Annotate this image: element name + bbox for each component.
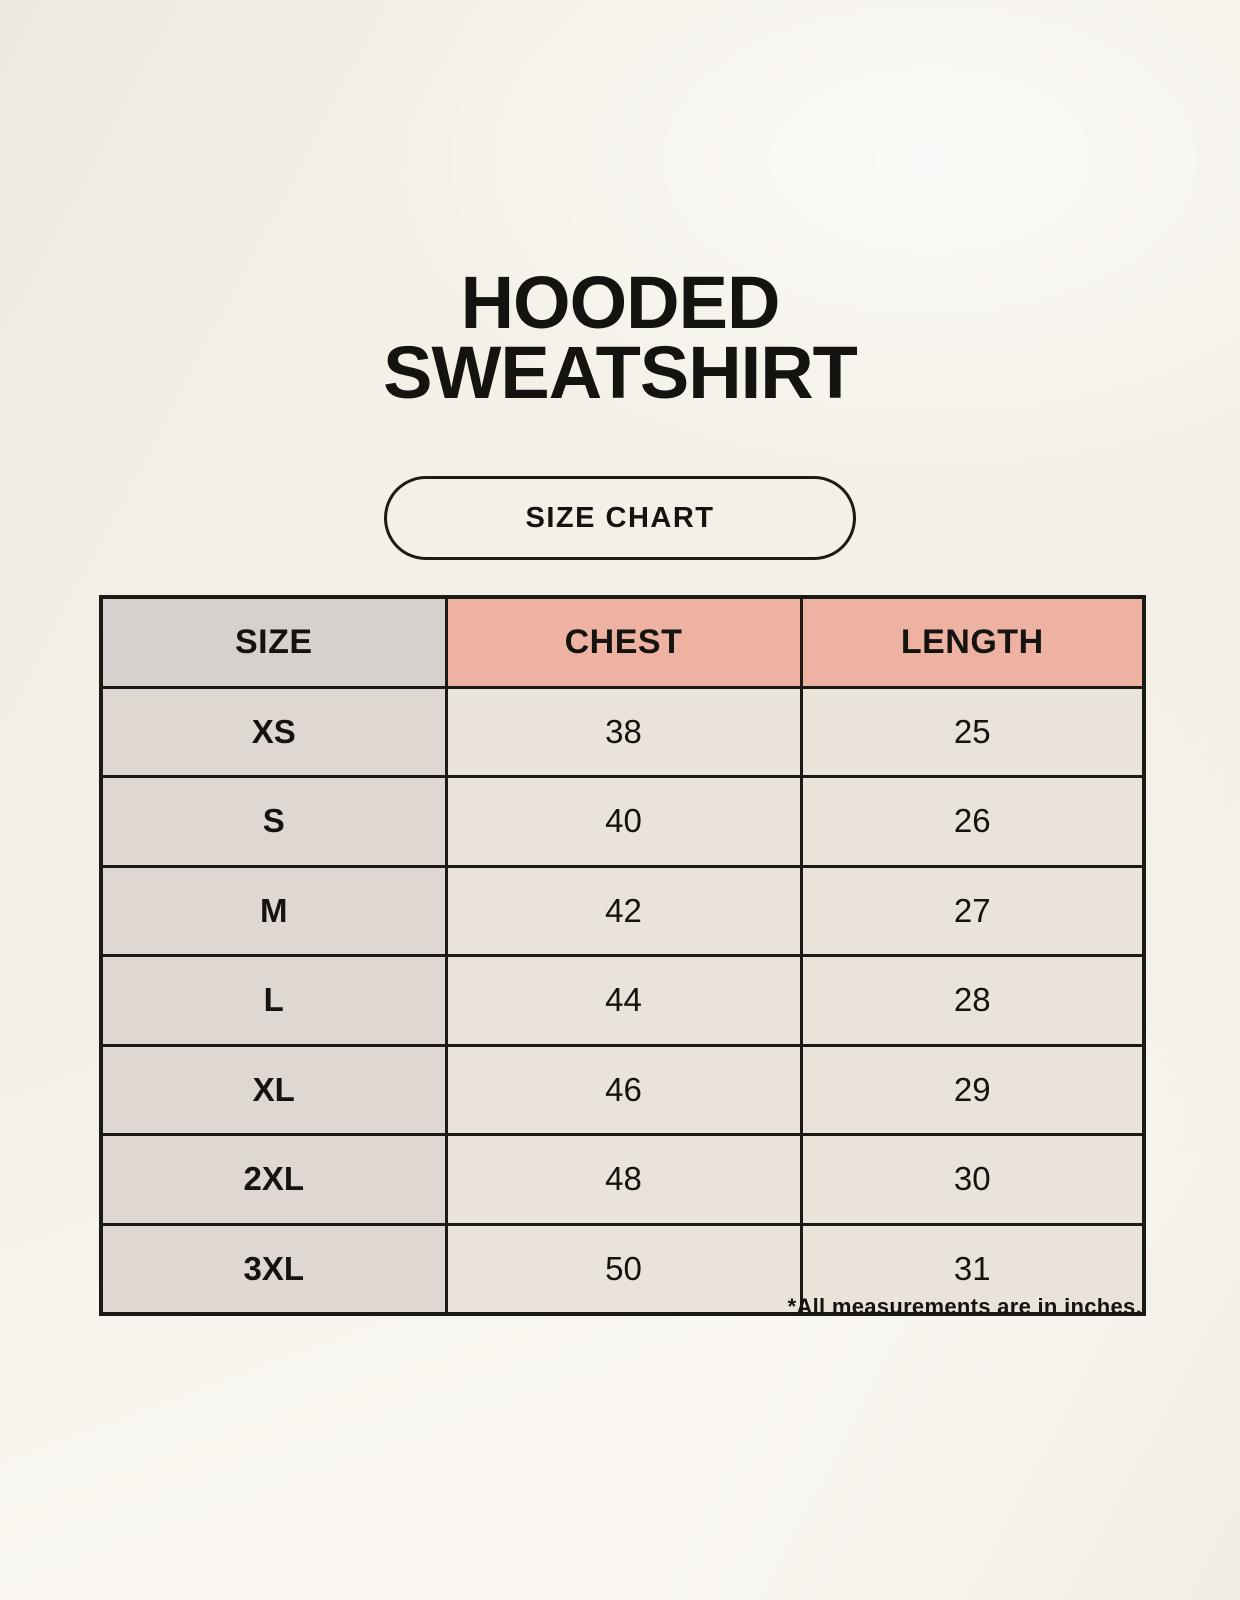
table-row-xl: XL 46 29: [99, 1043, 1146, 1136]
table-row-2xl: 2XL 48 30: [99, 1133, 1146, 1226]
table-row-xs: XS 38 25: [99, 685, 1146, 778]
length-cell: 26: [799, 775, 1146, 868]
chest-cell: 50: [444, 1222, 803, 1316]
length-cell: 27: [799, 864, 1146, 957]
size-cell: 2XL: [99, 1133, 448, 1226]
size-cell: M: [99, 864, 448, 957]
length-cell: 28: [799, 954, 1146, 1047]
table-header-row: SIZE CHEST LENGTH: [99, 595, 1146, 689]
table-row-s: S 40 26: [99, 775, 1146, 868]
table-row-l: L 44 28: [99, 954, 1146, 1047]
chest-cell: 44: [444, 954, 803, 1047]
size-cell: L: [99, 954, 448, 1047]
chest-cell: 42: [444, 864, 803, 957]
header-cell-size: SIZE: [99, 595, 448, 689]
table-row-m: M 42 27: [99, 864, 1146, 957]
table-row-3xl: 3XL 50 31: [99, 1222, 1146, 1316]
length-cell: 31: [799, 1222, 1146, 1316]
header-cell-chest: CHEST: [444, 595, 803, 689]
header-cell-length: LENGTH: [799, 595, 1146, 689]
chest-cell: 40: [444, 775, 803, 868]
page-title: HOODED SWEATSHIRT: [0, 261, 1240, 414]
length-cell: 30: [799, 1133, 1146, 1226]
title-line-2: SWEATSHIRT: [383, 331, 858, 414]
size-chart-badge-label: SIZE CHART: [525, 501, 715, 534]
length-cell: 25: [799, 685, 1146, 778]
size-cell: 3XL: [99, 1222, 448, 1316]
size-cell: XL: [99, 1043, 448, 1136]
size-table: SIZE CHEST LENGTH XS 38 25 S 40 26 M 42 …: [99, 595, 1146, 1316]
size-chart-badge: SIZE CHART: [384, 476, 856, 560]
measurements-footnote: *All measurements are in inches.: [787, 1294, 1142, 1319]
chest-cell: 48: [444, 1133, 803, 1226]
chest-cell: 38: [444, 685, 803, 778]
size-cell: XS: [99, 685, 448, 778]
size-cell: S: [99, 775, 448, 868]
chest-cell: 46: [444, 1043, 803, 1136]
length-cell: 29: [799, 1043, 1146, 1136]
title-line-1: HOODED: [460, 261, 781, 344]
